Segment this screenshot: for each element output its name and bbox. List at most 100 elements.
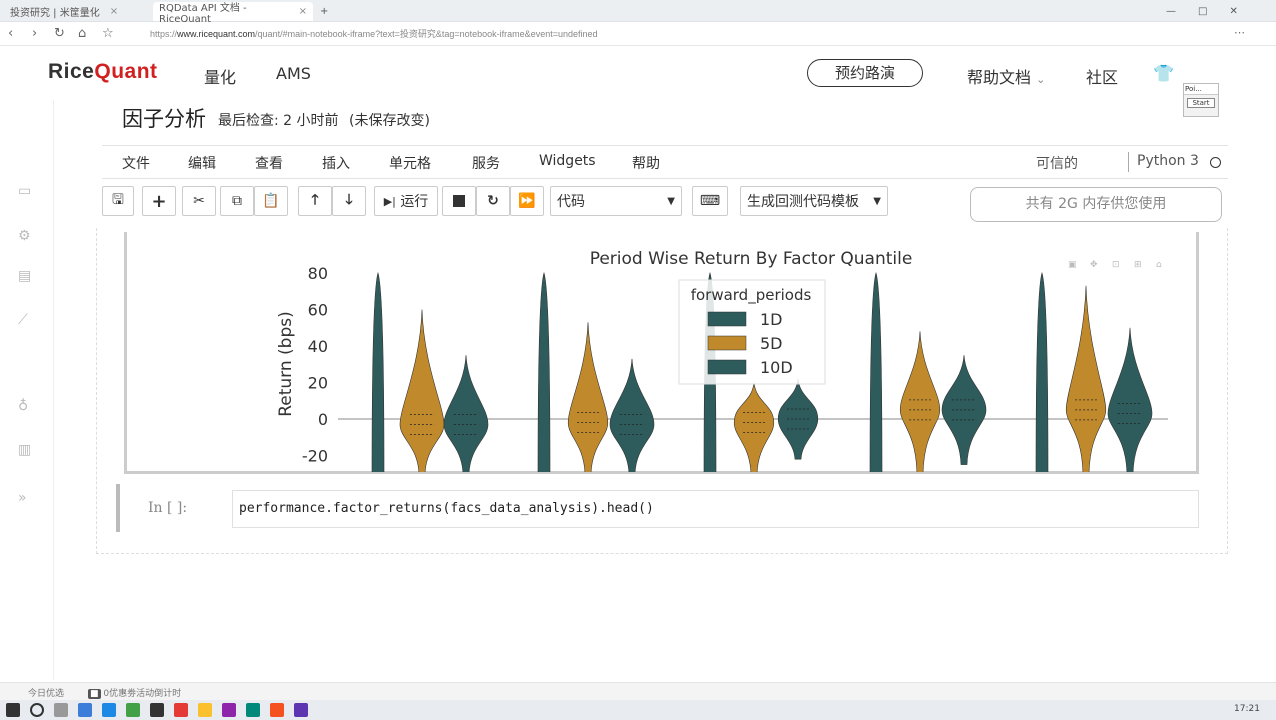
chart-icon[interactable]: ⟋ [18, 312, 28, 328]
app-icon[interactable] [78, 703, 92, 717]
app-icon[interactable] [150, 703, 164, 717]
copy-button[interactable]: ⧉ [220, 186, 254, 216]
window-controls[interactable]: — □ ✕ [1160, 2, 1244, 21]
shirt-icon[interactable]: 👕 [1153, 64, 1175, 84]
settings-icon[interactable]: ⚙ [18, 228, 31, 244]
status-message[interactable]: ■ 0优惠劵活动倒计时 [88, 686, 181, 699]
nav-quant[interactable]: 量化 [204, 68, 237, 87]
interrupt-button[interactable] [442, 186, 476, 216]
app-icon[interactable] [126, 703, 140, 717]
bulb-icon[interactable]: ♁ [18, 398, 29, 414]
checkpoint-info: 最后检查: 2 小时前 (未保存改变) [218, 110, 430, 130]
windows-start-icon[interactable] [6, 703, 20, 717]
input-prompt: In [ ]: [148, 500, 188, 516]
paste-button[interactable]: 📋 [254, 186, 288, 216]
app-icon[interactable] [222, 703, 236, 717]
close-icon[interactable]: × [109, 6, 119, 17]
reload-icon[interactable]: ↻ [54, 26, 65, 41]
move-down-button[interactable]: 🡓 [332, 186, 366, 216]
popup-title: Poi... [1184, 84, 1218, 95]
cut-button[interactable]: ✂ [182, 186, 216, 216]
back-icon[interactable]: ‹ [8, 26, 14, 41]
menu-cell[interactable]: 单元格 [389, 156, 431, 172]
violin-5d [567, 322, 609, 472]
app-icon[interactable] [198, 703, 212, 717]
menu-icon[interactable]: ⋯ [1234, 26, 1245, 39]
autoscale-icon[interactable]: ⊞ [1134, 260, 1142, 270]
ricequant-logo[interactable]: RiceQuant [48, 60, 158, 84]
add-cell-button[interactable]: + [142, 186, 176, 216]
template-value: 生成回测代码模板 [747, 194, 859, 210]
app-icon[interactable] [174, 703, 188, 717]
violin-10d [609, 358, 655, 472]
zoom-icon[interactable]: ⊡ [1112, 260, 1120, 270]
nav-help-docs[interactable]: 帮助文档 ⌄ [967, 64, 1045, 88]
restart-button[interactable]: ↻ [476, 186, 510, 216]
menu-kernel[interactable]: 服务 [472, 156, 500, 172]
menu-view[interactable]: 查看 [255, 156, 283, 172]
menu-widgets[interactable]: Widgets [539, 153, 596, 169]
close-window-icon[interactable]: ✕ [1229, 6, 1238, 17]
chart-title: Period Wise Return By Factor Quantile [590, 249, 913, 269]
app-icon[interactable] [294, 703, 308, 717]
document-icon[interactable]: ▤ [18, 268, 32, 284]
kernel-name[interactable]: Python 3 [1137, 153, 1199, 169]
clock[interactable]: 17:21 [1234, 704, 1260, 714]
menu-help[interactable]: 帮助 [632, 156, 660, 172]
popup-start-button[interactable]: Start [1187, 98, 1215, 108]
cell-type-select[interactable]: 代码 ▼ [550, 186, 682, 216]
nav-community[interactable]: 社区 [1086, 68, 1119, 87]
status-left[interactable]: 今日优选 [28, 689, 65, 699]
browser-tab[interactable]: 投资研究 | 米筐量化 × [4, 2, 149, 21]
maximize-icon[interactable]: □ [1198, 6, 1208, 17]
url-field[interactable]: https://www.ricequant.com/quant/#main-no… [150, 27, 598, 40]
notebook-title[interactable]: 因子分析 [122, 107, 206, 131]
app-icon[interactable] [102, 703, 116, 717]
pan-icon[interactable]: ✥ [1090, 260, 1098, 270]
caret-down-icon: ▼ [873, 195, 881, 207]
book-demo-button[interactable]: 预约路演 [807, 59, 923, 87]
notebook-menubar: 文件 编辑 查看 插入 单元格 服务 Widgets 帮助 可信的 Python… [102, 145, 1228, 179]
plot-toolbar[interactable]: ▣ ✥ ⊡ ⊞ ⌂ [1068, 260, 1162, 270]
save-button[interactable]: 🖫 [102, 186, 134, 216]
legend-title: forward_periods [691, 286, 812, 305]
move-up-button[interactable]: 🡑 [298, 186, 332, 216]
reset-icon[interactable]: ⌂ [1156, 260, 1162, 270]
forward-icon[interactable]: › [32, 26, 38, 41]
expand-icon[interactable]: » [18, 490, 27, 506]
violin-1d [869, 271, 883, 472]
run-button[interactable]: ▶| 运行 [374, 186, 438, 216]
y-axis-label: Return (bps) [276, 311, 296, 417]
legend-label: 10D [760, 358, 793, 377]
code-editor[interactable]: performance.factor_returns(facs_data_ana… [232, 490, 1199, 528]
close-icon[interactable]: × [298, 6, 307, 17]
violin-5d [1065, 285, 1107, 472]
bar-icon[interactable]: ▥ [18, 442, 32, 458]
new-tab-button[interactable]: + [314, 2, 334, 21]
monitor-icon[interactable]: ▭ [18, 183, 32, 199]
star-icon[interactable]: ☆ [102, 26, 114, 41]
taskview-icon[interactable] [54, 703, 68, 717]
search-icon[interactable] [30, 703, 44, 717]
run-all-button[interactable]: ⏩ [510, 186, 544, 216]
minimize-icon[interactable]: — [1166, 6, 1176, 17]
menu-edit[interactable]: 编辑 [188, 156, 216, 172]
trusted-indicator[interactable]: 可信的 [1036, 156, 1078, 172]
run-label: 运行 [400, 194, 429, 210]
nav-ams[interactable]: AMS [276, 64, 311, 83]
menu-insert[interactable]: 插入 [322, 156, 350, 172]
input-cell[interactable] [116, 484, 1200, 532]
logo-part-rice: Rice [48, 60, 95, 83]
browser-tab-active[interactable]: RQData API 文档 - RiceQuant × [153, 2, 313, 25]
template-select[interactable]: 生成回测代码模板 ▼ [740, 186, 888, 216]
keyboard-button[interactable]: ⌨ [692, 186, 728, 216]
download-icon[interactable]: ▣ [1068, 260, 1077, 270]
violin-5d [399, 309, 445, 472]
app-icon[interactable] [246, 703, 260, 717]
tab-title: 投资研究 | 米筐量化 [10, 8, 100, 19]
menu-file[interactable]: 文件 [122, 156, 150, 172]
address-bar: ‹ › ↻ ⌂ ☆ https://www.ricequant.com/quan… [0, 22, 1276, 46]
app-icon[interactable] [270, 703, 284, 717]
plus-icon: + [151, 190, 167, 212]
home-icon[interactable]: ⌂ [78, 26, 87, 41]
